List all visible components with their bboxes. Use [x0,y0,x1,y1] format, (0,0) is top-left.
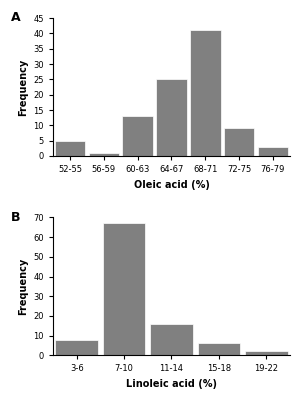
Bar [55,340,98,355]
Bar [224,128,254,156]
Bar [55,141,85,156]
Bar [258,147,288,156]
Y-axis label: Frequency: Frequency [18,58,28,116]
Y-axis label: Frequency: Frequency [18,258,28,315]
Bar [123,116,153,156]
X-axis label: Linoleic acid (%): Linoleic acid (%) [126,379,217,389]
Text: A: A [11,11,20,24]
Bar [197,344,240,355]
Bar [245,351,287,355]
Bar [88,153,119,156]
Bar [156,79,187,156]
Bar [190,30,221,156]
X-axis label: Oleic acid (%): Oleic acid (%) [134,180,209,190]
Bar [103,223,145,355]
Text: B: B [11,210,20,224]
Bar [150,324,193,355]
